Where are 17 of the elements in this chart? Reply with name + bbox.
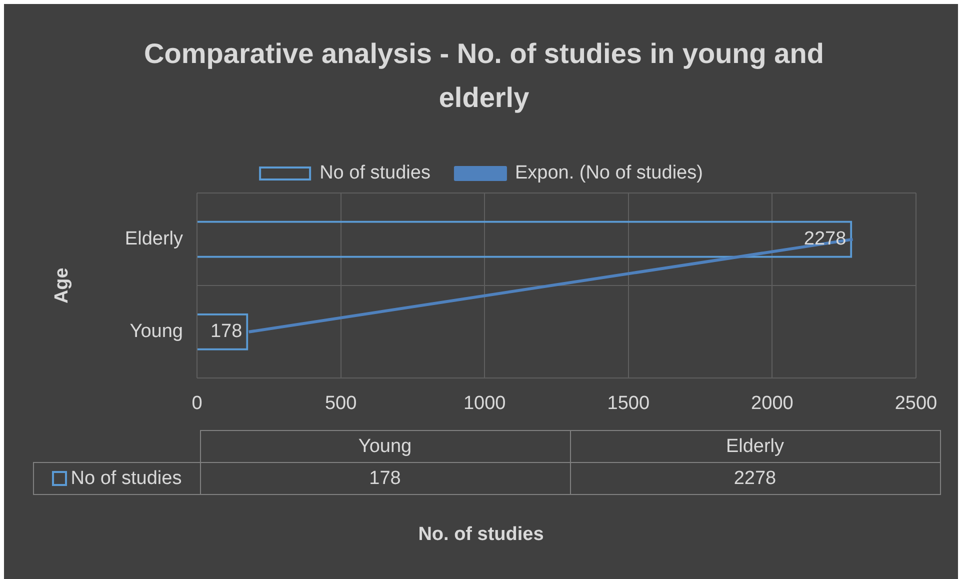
category-label: Young (358, 436, 412, 456)
legend-label: Expon. (No of studies) (514, 162, 703, 184)
x-tick-label: 1500 (607, 392, 650, 414)
text: 178 (369, 468, 401, 488)
category-label: Elderly (726, 436, 784, 456)
text: No. of studies (417, 524, 545, 546)
data-label: 178 (210, 321, 242, 342)
text: 2278 (734, 468, 776, 488)
x-tick-label: 1000 (463, 392, 506, 414)
x-tick-label: 0 (192, 392, 202, 414)
chart-title: Comparative analysis - No. of studies in young and elderly (143, 37, 825, 115)
x-tick-label: 2500 (894, 392, 938, 414)
y-axis-title: Age (52, 268, 73, 304)
legend-label: No of studies (320, 162, 430, 184)
x-tick-label: 500 (324, 392, 357, 414)
text: No of studies (70, 468, 182, 488)
x-tick-label: 2000 (751, 392, 794, 414)
